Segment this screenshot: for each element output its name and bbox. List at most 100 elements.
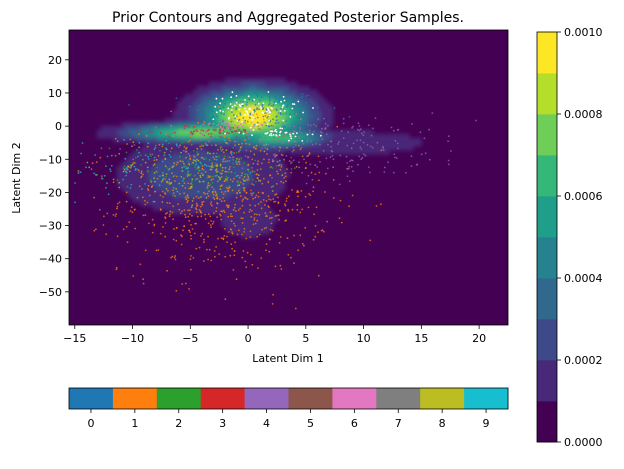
density-cell [317,110,322,115]
sample-point [235,175,238,178]
sample-point [289,131,291,134]
sample-point [198,169,201,172]
density-cell [121,122,126,127]
sample-point [189,258,192,261]
density-cell [185,130,190,135]
sample-point [269,166,272,169]
density-cell [285,94,290,99]
density-cell [317,102,322,107]
density-cell [149,158,154,163]
density-cell [237,114,242,119]
sample-point [208,176,211,179]
sample-point [259,149,262,152]
density-cell [173,166,178,171]
density-cell [217,94,222,99]
density-cell [269,102,274,107]
density-cell [273,186,278,191]
sample-point [112,178,115,181]
density-cell [241,214,246,219]
sample-point [301,242,304,245]
density-cell [149,150,154,155]
sample-point [220,237,223,240]
density-cell [265,82,270,87]
sample-point [264,204,266,206]
sample-point [206,177,209,180]
density-cell [161,186,166,191]
sample-point [330,145,332,148]
sample-point [223,139,226,142]
sample-point [246,120,249,123]
density-cell [337,142,342,147]
sample-point [203,238,205,241]
density-cell [189,94,194,99]
density-colorbar-segment [537,196,557,238]
density-cell [265,86,270,91]
density-cell [269,78,274,83]
density-cell [161,166,166,171]
density-cell [357,150,362,155]
density-cell [269,114,274,119]
density-cell [325,122,330,127]
density-cell [173,202,178,207]
density-cell [289,86,294,91]
sample-point [190,206,193,209]
sample-point [229,106,232,108]
density-cell [197,130,202,135]
density-cell [129,134,134,139]
sample-point [106,212,109,215]
sample-point [242,250,245,252]
sample-point [175,289,178,292]
sample-point [88,166,91,169]
sample-point [142,158,144,161]
density-cell [237,126,242,131]
density-cell [177,126,182,131]
sample-point [200,172,203,175]
density-cell [161,162,166,167]
density-cell [101,134,106,139]
density-cell [149,174,154,179]
sample-point [168,135,171,138]
sample-point [269,211,272,214]
sample-point [233,177,235,180]
density-cell [185,114,190,119]
density-cell [229,134,234,139]
density-cell [285,122,290,127]
sample-point [159,232,162,235]
density-cell [253,142,258,147]
sample-point [294,307,297,310]
sample-point [149,153,152,156]
sample-point [190,237,193,240]
sample-point [157,155,160,157]
sample-point [191,204,194,207]
sample-point [270,222,273,225]
density-colorbar-segment [537,32,557,74]
sample-point [151,153,154,156]
sample-point [275,122,278,125]
density-cell [265,102,270,107]
density-cell [205,86,210,91]
sample-point [302,111,304,114]
sample-point [204,218,207,220]
sample-point [271,160,274,163]
sample-point [317,155,320,158]
sample-point [261,147,263,150]
sample-point [139,154,142,157]
sample-point [103,174,106,177]
sample-point [311,143,314,146]
density-cell [177,150,182,155]
density-cell [309,126,314,131]
density-cell [245,174,250,179]
sample-point [243,231,246,233]
density-cell [245,138,250,143]
sample-point [299,126,301,129]
sample-point [208,106,211,109]
density-cell [221,106,226,111]
sample-point [431,112,434,114]
sample-point [231,111,233,113]
density-cell [265,146,270,151]
density-colorbar-frame [536,31,558,443]
density-cell [293,138,298,143]
density-cell [253,206,258,211]
density-cell [229,218,234,223]
density-cell [193,146,198,151]
